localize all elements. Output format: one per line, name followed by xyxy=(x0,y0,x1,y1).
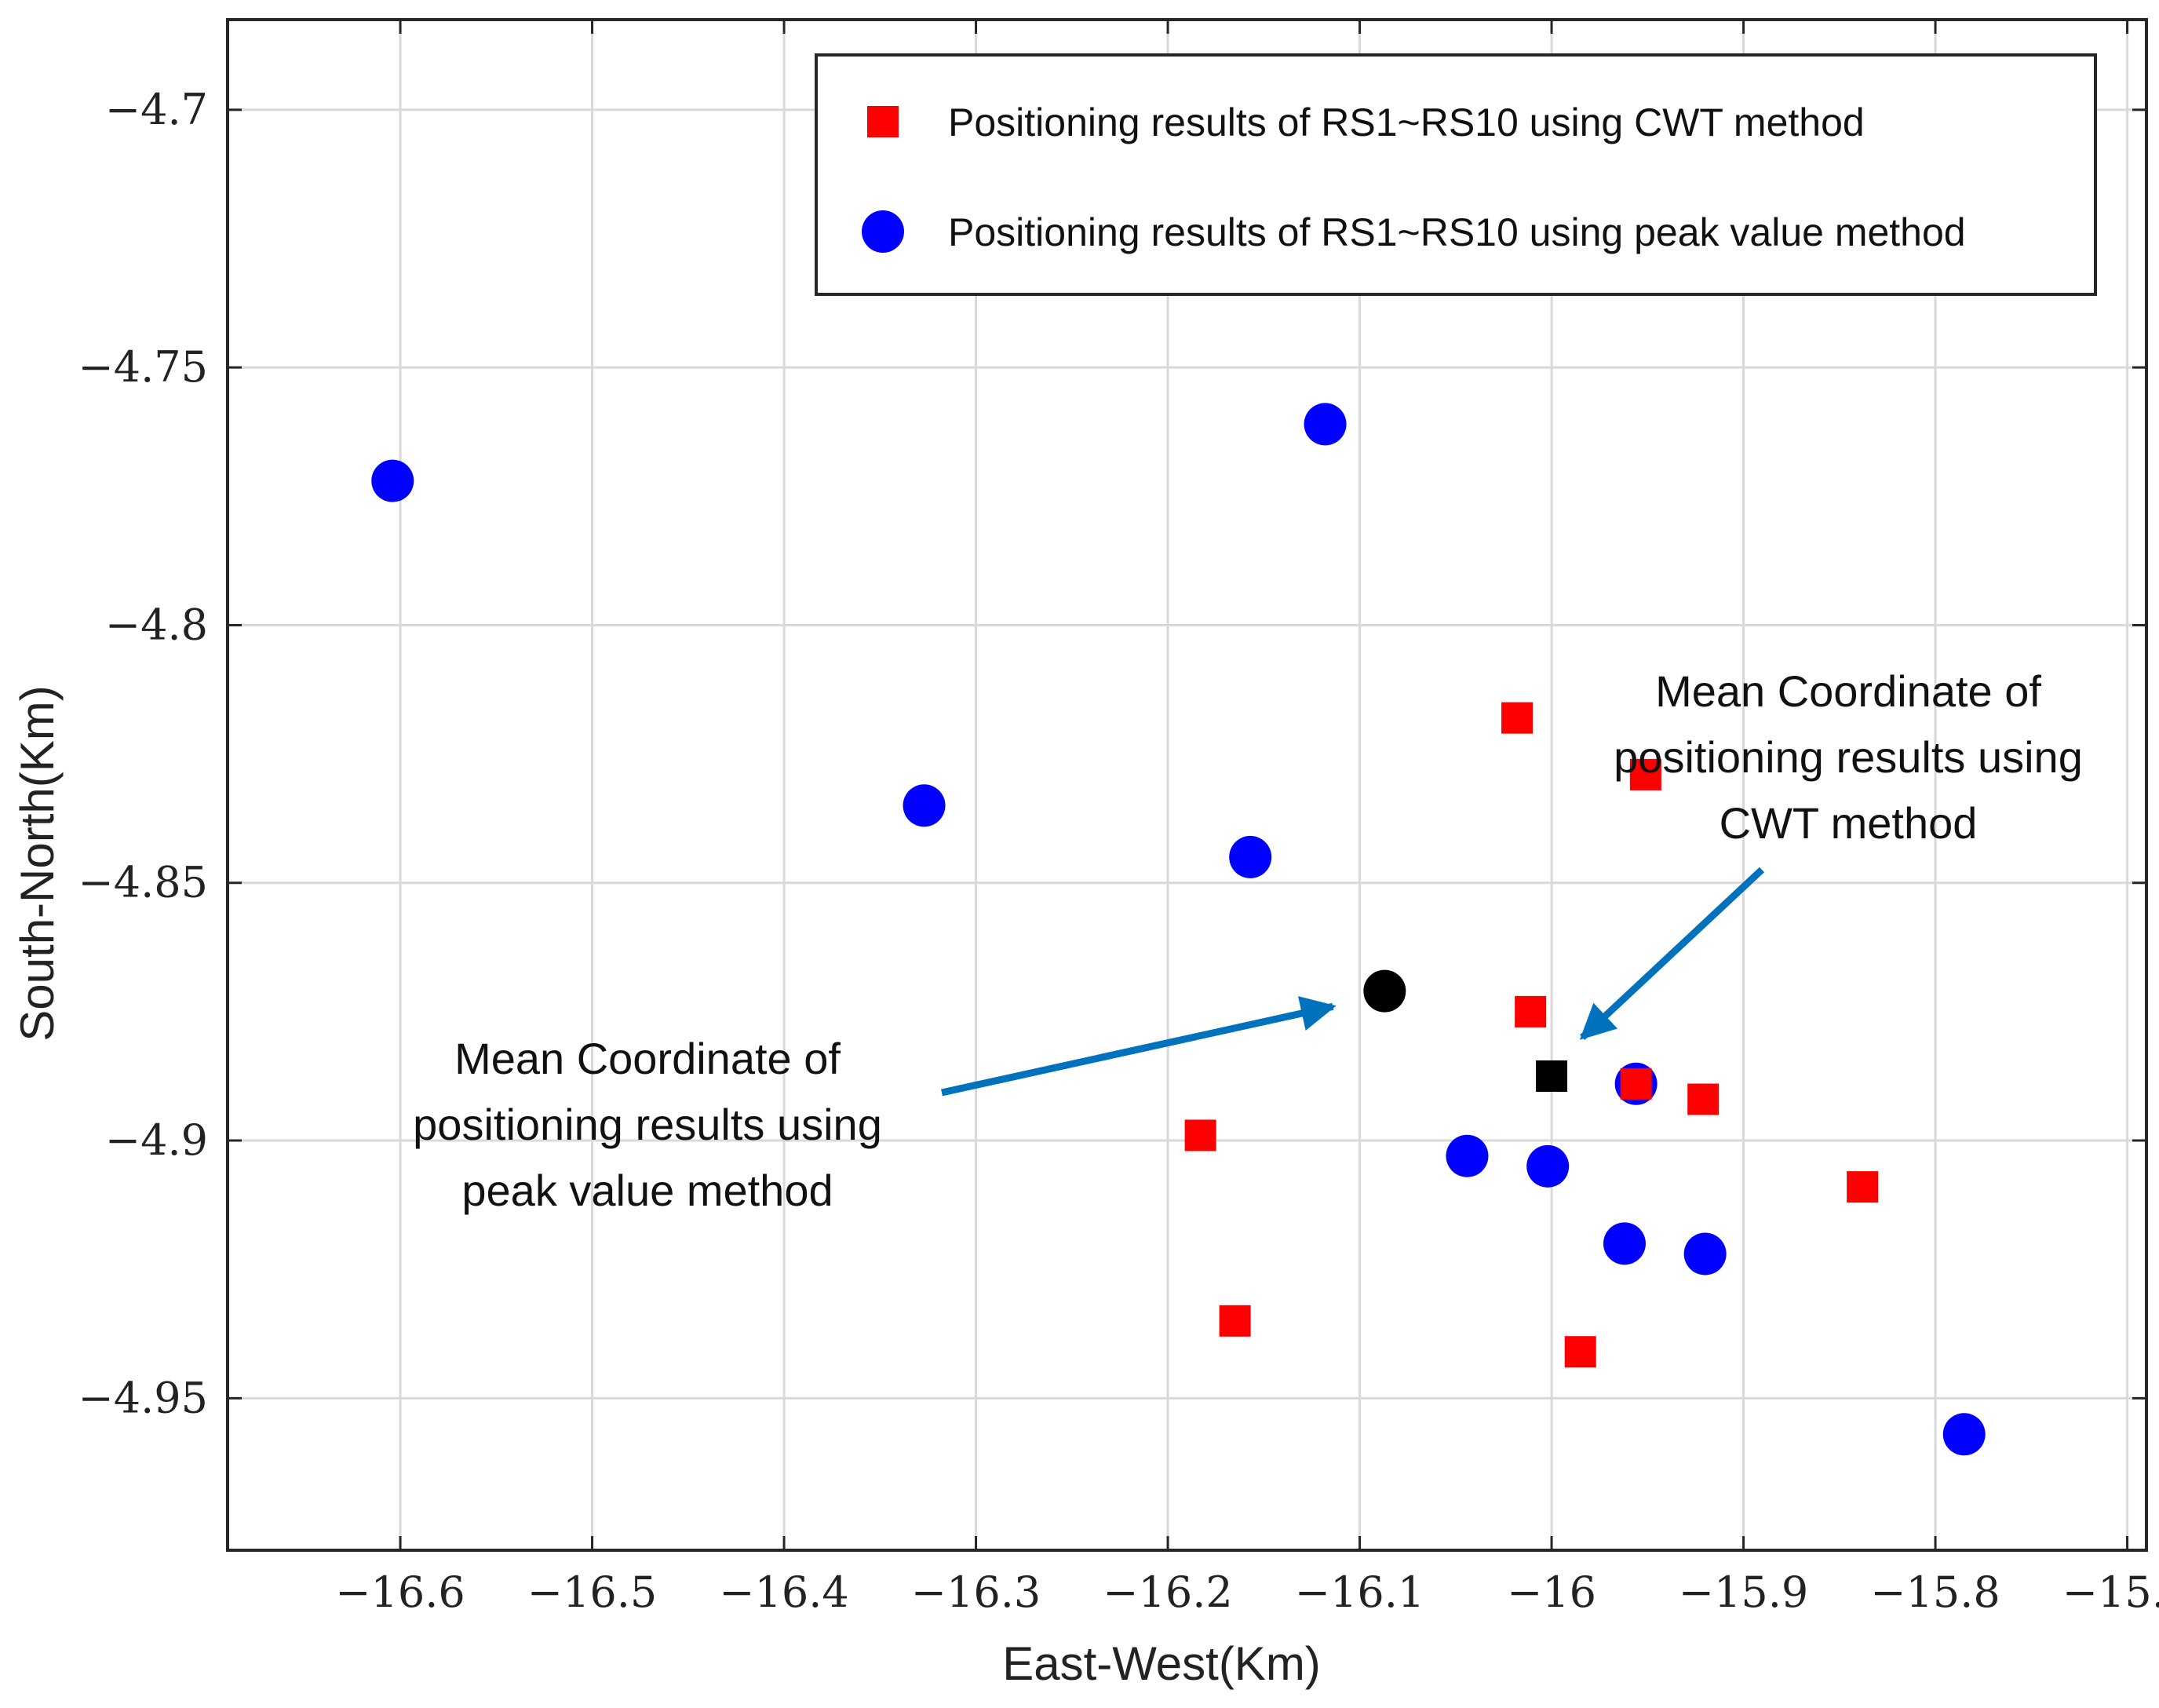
circle-point xyxy=(1526,1144,1570,1188)
annotation-text-peak: positioning results using xyxy=(413,1100,882,1149)
mean-cwt-point xyxy=(1536,1060,1568,1092)
square-point xyxy=(1620,1068,1652,1100)
annotation-text-peak: peak value method xyxy=(461,1166,833,1215)
legend-circle-icon xyxy=(862,210,904,253)
y-tick-label: −4.7 xyxy=(105,85,208,134)
annotations: Mean Coordinate of positioning results us… xyxy=(413,666,2083,1215)
x-tick-label: −16.3 xyxy=(911,1567,1041,1617)
square-point xyxy=(1847,1171,1879,1203)
tick-labels: −16.6 −16.5 −16.4 −16.3 −16.2 −16.1 −16 −15.9 −1… xyxy=(78,85,2159,1617)
square-point xyxy=(1564,1336,1596,1368)
square-point xyxy=(1184,1119,1216,1151)
annotation-arrow-cwt xyxy=(1579,867,1765,1041)
x-tick-label: −15.9 xyxy=(1679,1567,1808,1617)
y-tick-label: −4.95 xyxy=(78,1373,208,1422)
y-axis-label: South-North(Km) xyxy=(11,685,64,1041)
axes-frame xyxy=(226,18,2148,1552)
legend-box xyxy=(815,53,2097,296)
legend-square-icon xyxy=(867,106,899,137)
x-tick-label: −16.1 xyxy=(1295,1567,1424,1617)
x-axis-label: East-West(Km) xyxy=(1002,1637,1321,1690)
x-tick-label: −16 xyxy=(1507,1567,1596,1617)
y-tick-label: −4.85 xyxy=(78,858,208,907)
legend-entry: Positioning results of RS1~RS10 using CW… xyxy=(948,100,1865,144)
circle-point xyxy=(903,784,946,827)
square-point xyxy=(1687,1083,1720,1115)
annotation-arrow-peak xyxy=(941,996,1337,1097)
square-point xyxy=(1629,758,1661,790)
circle-point xyxy=(1446,1134,1489,1177)
x-tick-label: −16.4 xyxy=(719,1567,848,1617)
x-tick-label: −16.6 xyxy=(335,1567,465,1617)
annotation-text-peak: Mean Coordinate of xyxy=(454,1034,841,1083)
circle-point xyxy=(1304,403,1347,446)
circle-point xyxy=(1942,1413,1986,1456)
annotation-text-cwt: CWT method xyxy=(1720,798,1978,848)
square-point xyxy=(1515,995,1547,1027)
y-tick-label: −4.9 xyxy=(105,1115,208,1165)
y-tick-label: −4.8 xyxy=(105,600,208,649)
legend: Positioning results of RS1~RS10 using CW… xyxy=(815,53,2097,296)
annotation-text-cwt: Mean Coordinate of xyxy=(1655,666,2041,716)
x-tick-label: −15.8 xyxy=(1870,1567,2000,1617)
legend-entry: Positioning results of RS1~RS10 using pe… xyxy=(948,210,1966,254)
square-point xyxy=(1501,702,1534,734)
annotation-text-cwt: positioning results using xyxy=(1614,732,2083,782)
circle-point xyxy=(371,459,414,502)
square-point xyxy=(1219,1305,1251,1337)
axes-box xyxy=(226,18,2148,1552)
circle-point xyxy=(1603,1222,1646,1265)
x-tick-label: −16.5 xyxy=(527,1567,657,1617)
circle-point xyxy=(1229,835,1272,878)
circle-point xyxy=(1683,1232,1727,1276)
y-tick-label: −4.75 xyxy=(78,342,208,392)
x-tick-label: −16.2 xyxy=(1103,1567,1232,1617)
data-points xyxy=(371,403,1986,1456)
mean-peak-point xyxy=(1363,969,1406,1013)
x-tick-label: −15.7 xyxy=(2062,1567,2159,1617)
